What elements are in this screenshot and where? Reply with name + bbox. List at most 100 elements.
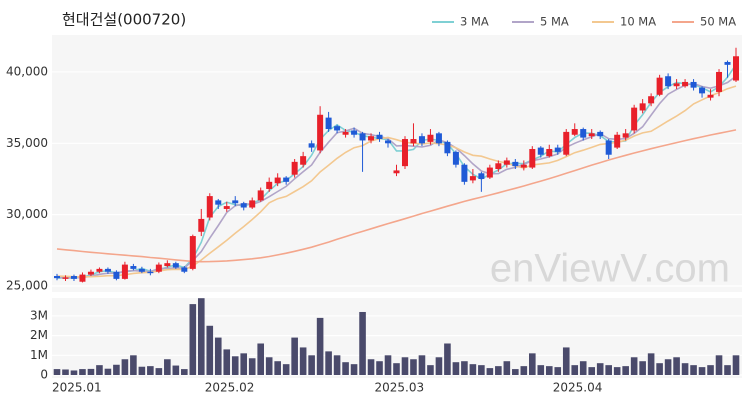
volume-bar — [316, 317, 324, 375]
volume-bar — [639, 361, 646, 375]
candle-body — [172, 263, 179, 268]
volume-bar — [181, 369, 188, 375]
ma-line — [57, 75, 737, 279]
volume-bar — [444, 343, 451, 375]
volume-bar — [554, 367, 562, 375]
candle-body — [495, 163, 502, 169]
candle-body — [325, 117, 332, 130]
volume-bar — [274, 361, 281, 375]
candle-body — [588, 133, 595, 137]
candle-body — [206, 196, 213, 218]
volume-bar — [596, 363, 604, 375]
volume-bar — [248, 358, 256, 375]
candle-body — [707, 94, 714, 98]
candle-body — [181, 267, 188, 272]
candle-body — [283, 177, 290, 182]
y-tick-label: 3M — [30, 308, 48, 322]
candle-body — [215, 200, 222, 205]
candle-body — [223, 206, 230, 209]
y-tick-label: 2M — [30, 328, 48, 342]
candle-body — [716, 71, 723, 92]
candle-body — [334, 126, 341, 131]
candle-body — [512, 161, 519, 167]
candle-body — [597, 131, 604, 137]
volume-bar — [206, 325, 214, 375]
volume-bar — [579, 361, 587, 375]
volume-bar — [350, 364, 358, 375]
volume-bar — [622, 366, 629, 375]
candle-body — [130, 266, 137, 269]
y-tick-label: 35,000 — [6, 136, 48, 150]
x-tick-label: 2025.01 — [52, 381, 102, 395]
candle-body — [639, 103, 646, 111]
candle-body — [342, 131, 349, 135]
volume-bar — [401, 357, 409, 375]
candle-body — [300, 156, 307, 165]
candle-body — [444, 141, 451, 154]
y-tick-label: 40,000 — [6, 64, 48, 78]
candle-body — [249, 200, 256, 208]
candle-body — [665, 76, 672, 87]
volume-bar — [478, 365, 485, 375]
volume-bar — [384, 355, 392, 375]
candle-body — [614, 134, 621, 148]
volume-bar — [53, 369, 61, 375]
volume-bar — [690, 365, 697, 375]
candle-body — [503, 160, 510, 165]
x-tick-label: 2025.04 — [553, 381, 603, 395]
y-tick-label: 0 — [40, 368, 48, 382]
candle-body — [571, 129, 578, 135]
candle-body — [147, 271, 154, 274]
volume-bar — [325, 351, 332, 375]
candle-body — [537, 147, 544, 155]
volume-bar — [359, 311, 366, 375]
volume-bar — [333, 355, 341, 375]
candle-body — [656, 77, 663, 95]
volume-bar — [265, 357, 273, 375]
volume-bar — [427, 365, 434, 375]
volume-bar — [393, 363, 400, 375]
volume-bar — [647, 353, 655, 375]
volume-bar — [520, 366, 528, 375]
volume-bar — [469, 364, 477, 375]
candle-body — [563, 131, 570, 155]
volume-bar — [197, 298, 205, 375]
legend-label: 50 MA — [700, 15, 736, 29]
candle-body — [393, 170, 400, 174]
volume-bar — [299, 347, 307, 375]
volume-bar — [724, 365, 731, 375]
candle-body — [682, 81, 689, 87]
legend-label: 10 MA — [620, 15, 656, 29]
ma-line — [56, 85, 737, 278]
candle-body — [418, 136, 425, 144]
chart-title: 현대건설(000720) — [62, 11, 186, 29]
candle-body — [605, 140, 612, 155]
candle-body — [690, 81, 697, 88]
volume-bar — [707, 365, 714, 375]
volume-bar — [147, 366, 154, 375]
candle-body — [461, 164, 468, 182]
candle-body — [87, 271, 94, 275]
volume-bar — [588, 367, 596, 375]
volume-bar — [495, 366, 502, 375]
candle-body — [308, 143, 315, 148]
volume-bar — [503, 361, 511, 375]
volume-bar — [240, 353, 248, 375]
candle-body — [469, 176, 476, 181]
candle-body — [699, 87, 706, 94]
volume-bar — [121, 359, 129, 375]
y-tick-label: 30,000 — [6, 207, 48, 221]
volume-bar — [231, 356, 239, 375]
volume-bar — [104, 368, 112, 375]
volume-bar — [630, 357, 638, 375]
candle-body — [54, 276, 60, 279]
candle-body — [138, 268, 145, 272]
volume-bar — [155, 368, 163, 375]
candle-body — [478, 173, 485, 179]
candle-body — [189, 236, 196, 269]
candle-body — [274, 177, 281, 184]
candle-body — [554, 147, 561, 152]
ma-line — [56, 129, 737, 263]
volume-bar — [656, 363, 663, 375]
